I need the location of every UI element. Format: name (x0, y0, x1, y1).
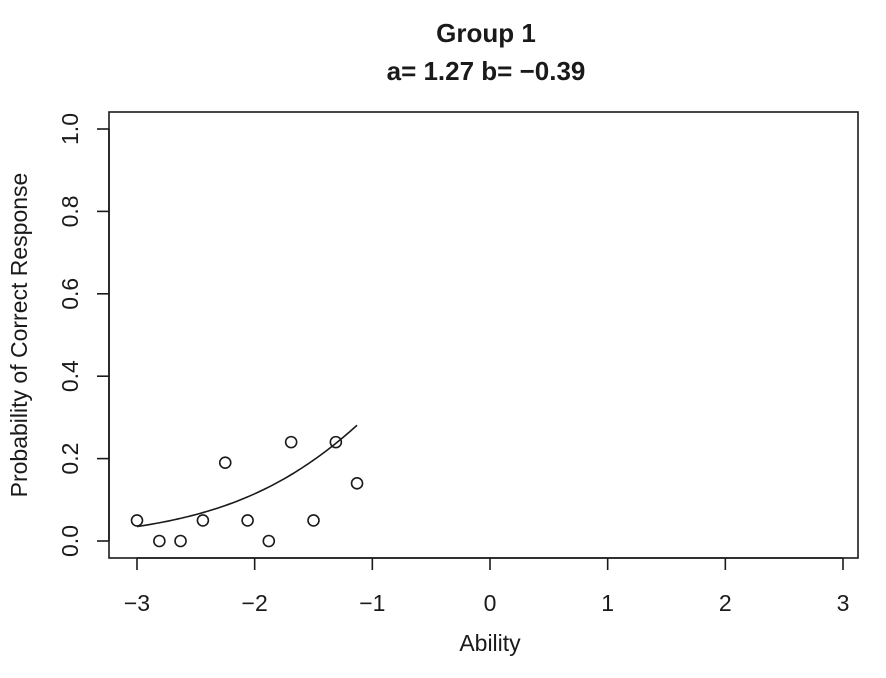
icc-curve (136, 424, 358, 528)
x-tick-label: 3 (837, 590, 850, 616)
y-tick-label: 0.2 (57, 443, 83, 475)
data-point (218, 456, 232, 470)
data-points (130, 435, 364, 548)
data-point (284, 435, 298, 449)
data-point (262, 534, 276, 548)
x-tick-label: 2 (719, 590, 732, 616)
data-point (196, 514, 210, 527)
chart-title: Group 1 (436, 18, 536, 48)
data-point (130, 514, 144, 527)
chart-subtitle: a= 1.27 b= −0.39 (387, 56, 586, 86)
x-tick-label: −2 (242, 590, 268, 616)
x-tick-label: −3 (124, 590, 150, 616)
x-tick-label: 1 (601, 590, 614, 616)
x-axis-label: Ability (459, 630, 521, 656)
y-tick-label: 0.4 (57, 360, 83, 392)
plot-frame (108, 111, 859, 559)
y-axis: 0.0 0.2 0.4 0.6 0.8 1.0 (57, 113, 110, 557)
data-point (241, 514, 254, 527)
y-tick-label: 0.8 (57, 195, 83, 227)
y-axis-label: Probability of Correct Response (6, 173, 32, 498)
y-tick-label: 0.6 (57, 278, 83, 310)
x-axis: −3 −2 −1 0 1 2 3 (124, 557, 850, 616)
data-point (350, 477, 364, 490)
x-tick-label: 0 (484, 590, 497, 616)
data-point (153, 534, 166, 548)
data-point (174, 534, 187, 548)
y-tick-label: 1.0 (57, 113, 83, 145)
data-point (307, 514, 320, 527)
data-point (329, 435, 343, 449)
x-tick-label: −1 (359, 590, 385, 616)
y-tick-label: 0.0 (57, 525, 83, 557)
